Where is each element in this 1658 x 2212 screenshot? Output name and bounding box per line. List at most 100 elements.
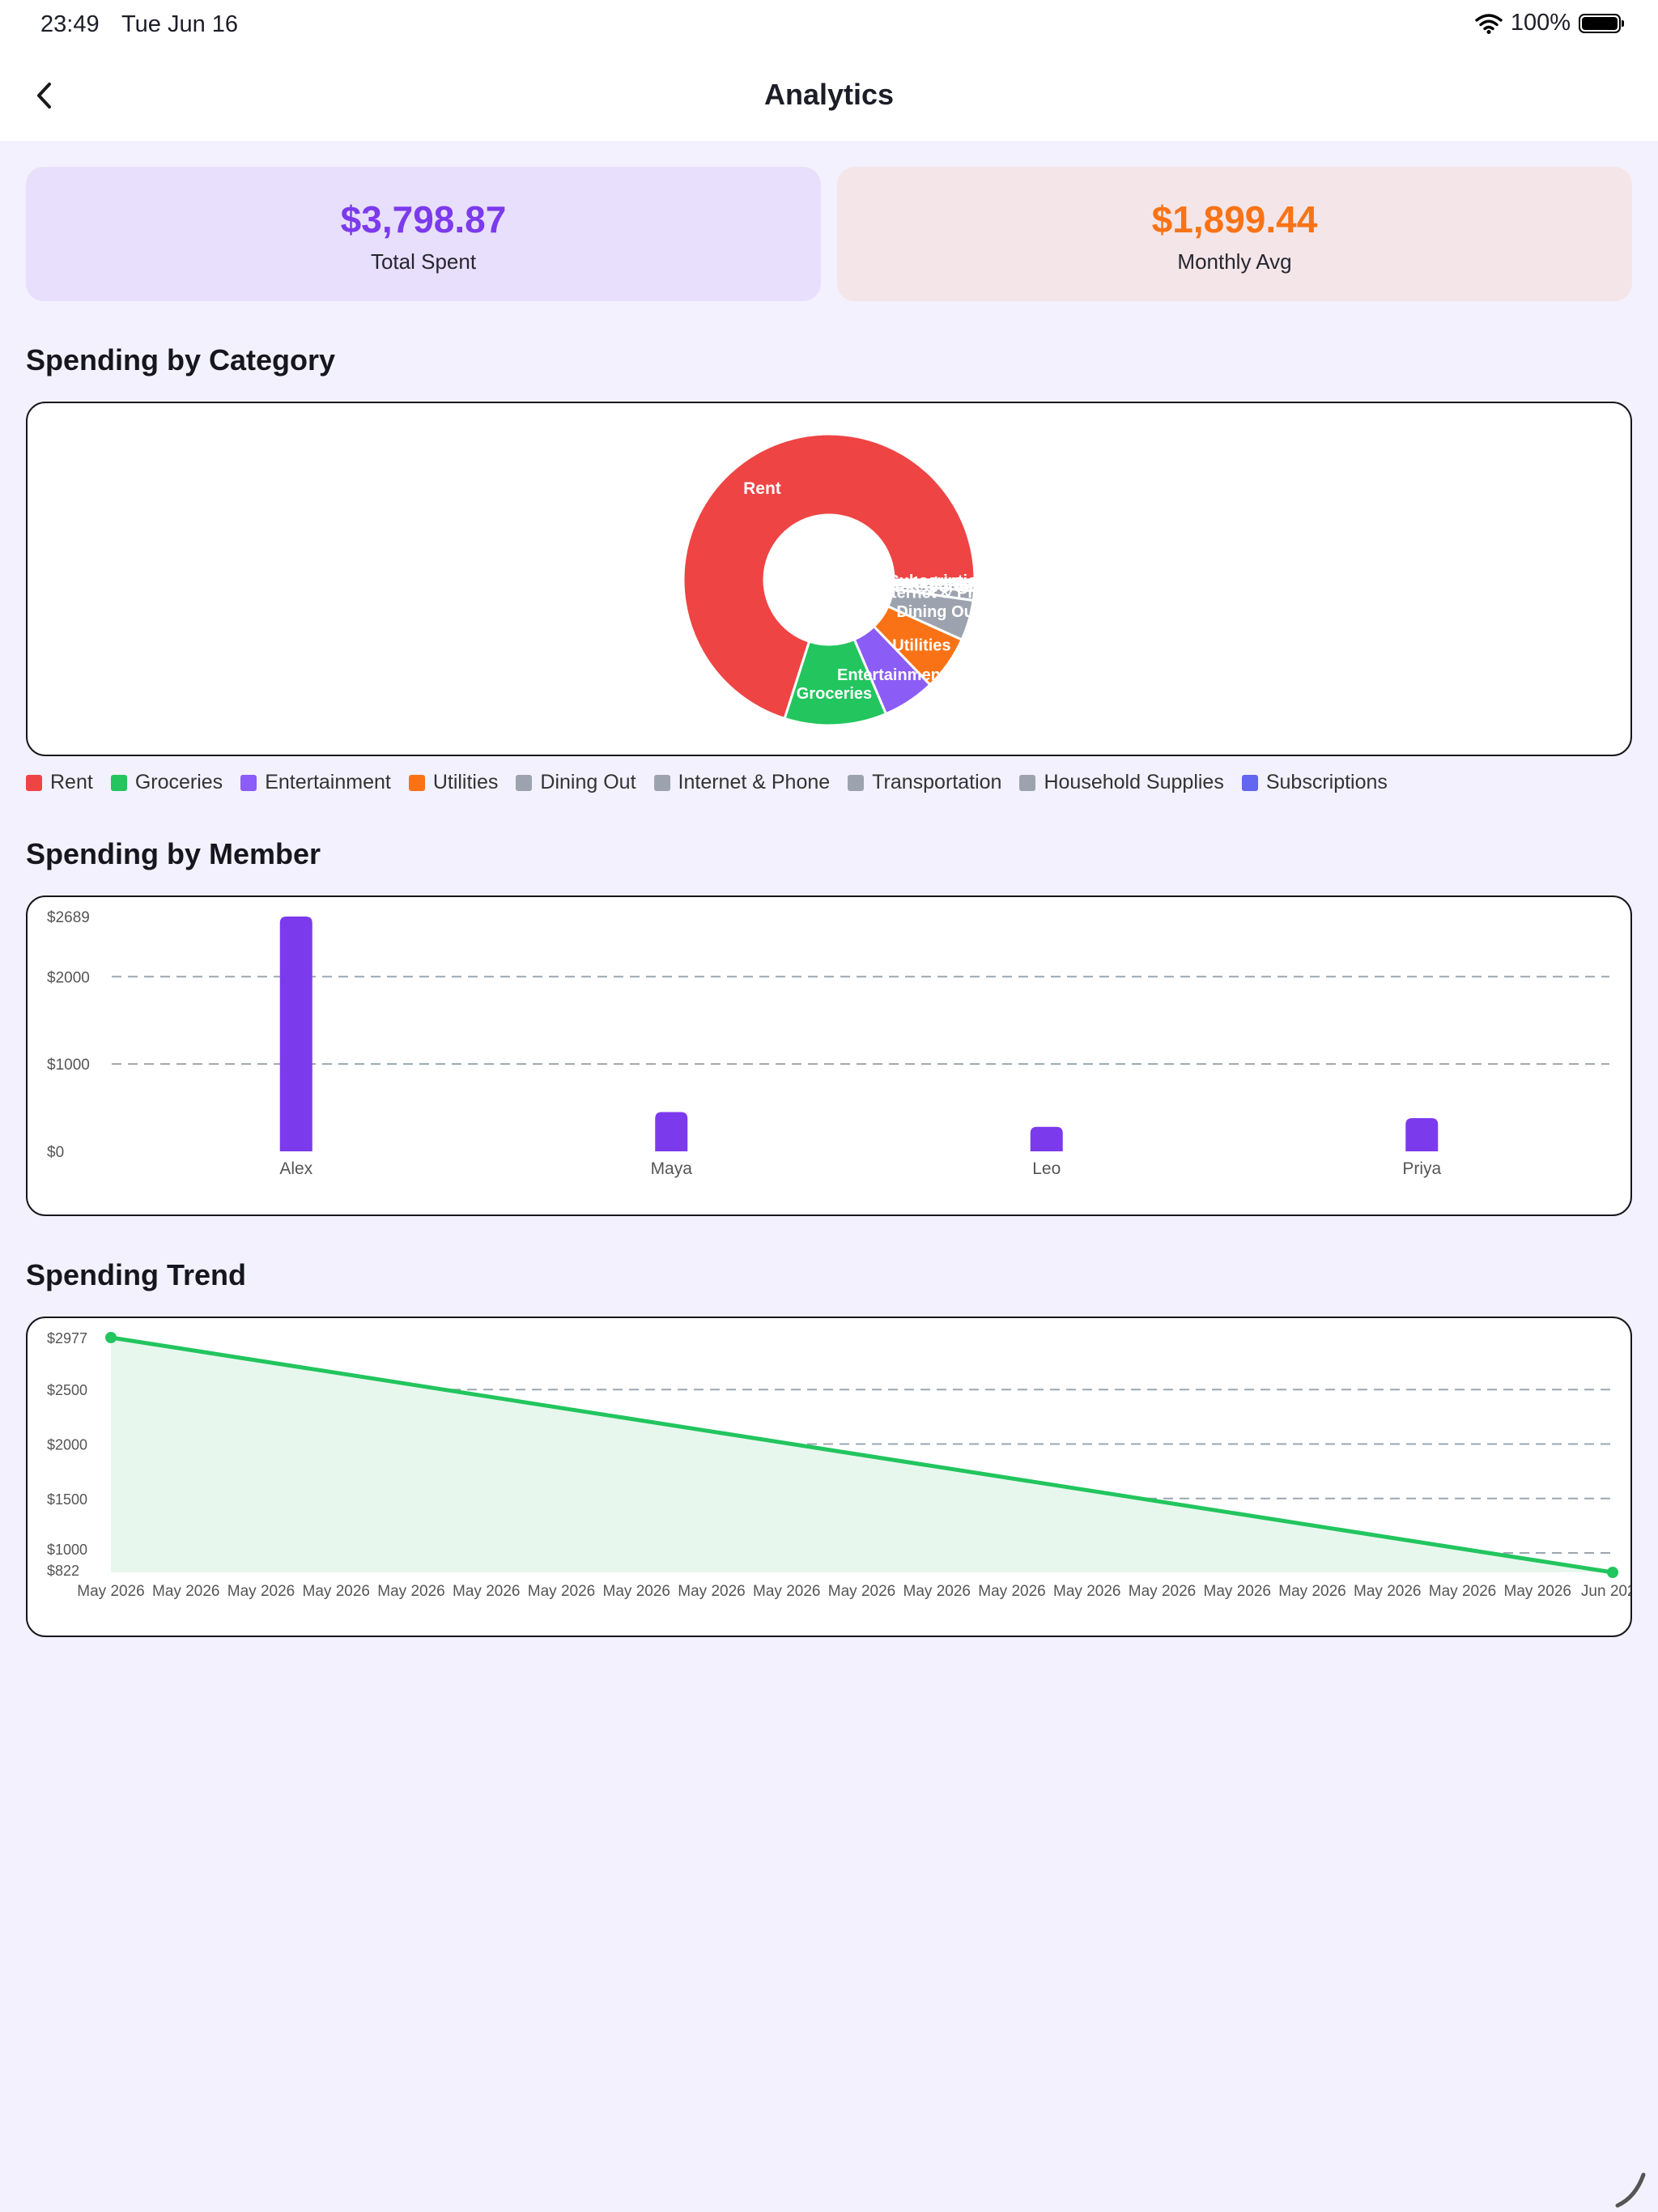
status-indicators: 100%: [1475, 10, 1624, 36]
member-bar-chart: $0 $1000 $2000 $2689 Alex Maya Leo Priya: [47, 909, 1609, 1178]
legend-label: Utilities: [432, 771, 499, 793]
monthly-avg-value: $1,899.44: [1151, 198, 1318, 240]
x-tick-label: May 2026: [753, 1583, 820, 1600]
slice-label-subscriptions: Subscriptions: [888, 572, 996, 590]
trend-chart-panel: $822 $1000 $1500 $2000 $2500 $2977 May 2026 May…: [26, 1317, 1632, 1637]
legend-swatch: [848, 774, 865, 791]
legend-item-groceries: Groceries: [110, 771, 223, 794]
trend-area-chart: $822 $1000 $1500 $2000 $2500 $2977 May 2026 May…: [47, 1330, 1630, 1600]
legend-label: Internet & Phone: [678, 771, 831, 793]
scroll-indicator: [1615, 2172, 1646, 2208]
y-tick-label: $2500: [47, 1382, 87, 1398]
monthly-avg-label: Monthly Avg: [1177, 249, 1292, 274]
category-section-title: Spending by Category: [26, 343, 336, 376]
legend-swatch: [1019, 774, 1036, 791]
bar-leo: [1030, 1126, 1063, 1151]
x-tick-label: May 2026: [1204, 1583, 1271, 1600]
page-title: Analytics: [763, 78, 895, 111]
bar-priya: [1405, 1118, 1439, 1151]
legend-item-transportation: Transportation: [848, 771, 1001, 794]
legend-item-rent: Rent: [26, 771, 93, 794]
slice-label-transportation: Transportation: [886, 578, 999, 596]
y-tick-label: $2000: [47, 969, 90, 986]
legend-swatch: [1241, 774, 1258, 791]
y-tick-label: $1000: [47, 1057, 90, 1074]
x-tick-label: May 2026: [377, 1583, 444, 1600]
x-tick-label: May 2026: [152, 1583, 219, 1600]
legend-swatch: [408, 774, 425, 791]
legend-item-dining-out: Dining Out: [516, 771, 636, 794]
legend-label: Household Supplies: [1044, 771, 1224, 793]
category-chart-panel: Rent Groceries Entertainment Utilities Dinin…: [26, 402, 1632, 756]
legend-item-household-supplies: Household Supplies: [1019, 771, 1224, 794]
total-spent-label: Total Spent: [370, 249, 477, 274]
x-tick-label: May 2026: [453, 1583, 520, 1600]
wifi-icon: [1475, 13, 1503, 34]
y-tick-label: $2689: [47, 909, 90, 926]
legend-label: Transportation: [872, 771, 1002, 793]
x-tick-label: Maya: [651, 1159, 693, 1178]
trend-point: [105, 1332, 117, 1343]
x-tick-label: May 2026: [1129, 1583, 1196, 1600]
trend-point: [1607, 1567, 1618, 1578]
trend-line: [110, 1335, 1613, 1575]
status-date: Tue Jun 16: [121, 11, 239, 37]
member-section-title: Spending by Member: [26, 837, 321, 870]
slice-subscriptions: [892, 578, 976, 584]
legend-label: Subscriptions: [1265, 771, 1388, 793]
legend-swatch: [516, 774, 533, 791]
x-tick-label: Priya: [1402, 1159, 1441, 1178]
legend-item-utilities: Utilities: [408, 771, 499, 794]
legend-item-internet-phone: Internet & Phone: [653, 771, 831, 794]
x-tick-label: May 2026: [678, 1583, 745, 1600]
y-tick-label: $2977: [47, 1330, 87, 1346]
x-tick-label: May 2026: [77, 1583, 144, 1600]
slice-rent: [682, 432, 976, 721]
x-tick-label: May 2026: [903, 1583, 971, 1600]
y-tick-label: $1000: [47, 1542, 87, 1558]
total-spent-card: $3,798.87 Total Spent: [26, 167, 821, 301]
monthly-avg-card: $1,899.44 Monthly Avg: [837, 167, 1632, 301]
legend-label: Groceries: [134, 771, 223, 793]
legend-item-entertainment: Entertainment: [240, 771, 391, 794]
top-bar: 23:49 Tue Jun 16 100% Analytics: [0, 0, 1658, 141]
x-tick-label: Leo: [1032, 1159, 1061, 1178]
legend-swatch: [110, 774, 127, 791]
slice-label-dining-out: Dining Out: [896, 603, 980, 621]
x-tick-label: May 2026: [303, 1583, 370, 1600]
x-tick-label: May 2026: [978, 1583, 1045, 1600]
slice-label-entertainment: Entertainment: [837, 666, 946, 684]
x-tick-label: May 2026: [828, 1583, 895, 1600]
x-tick-label: May 2026: [1504, 1583, 1571, 1600]
total-spent-value: $3,798.87: [340, 198, 507, 240]
bar-maya: [655, 1112, 688, 1151]
battery-percent: 100%: [1510, 10, 1571, 36]
slice-label-internet-phone: Internet & Phone: [877, 584, 1006, 602]
legend-swatch: [653, 774, 670, 791]
x-tick-label: Jun 2026: [1581, 1583, 1630, 1600]
category-legend: Rent Groceries Entertainment Utilities Dinin…: [26, 771, 1388, 794]
legend-swatch: [26, 774, 42, 791]
x-tick-label: May 2026: [1429, 1583, 1496, 1600]
x-tick-label: May 2026: [227, 1583, 295, 1600]
y-tick-label: $2000: [47, 1436, 87, 1453]
x-tick-label: May 2026: [1278, 1583, 1346, 1600]
legend-swatch: [240, 774, 257, 791]
legend-label: Entertainment: [265, 771, 391, 793]
battery-icon: [1579, 13, 1624, 33]
x-tick-label: May 2026: [603, 1583, 670, 1600]
slice-label-household-supplies: Household Supplies: [865, 575, 1020, 593]
x-tick-label: Alex: [279, 1159, 312, 1178]
status-time: 23:49: [40, 11, 100, 37]
y-tick-label: $1500: [47, 1491, 87, 1508]
slice-label-utilities: Utilities: [892, 637, 950, 655]
chevron-left-icon: [37, 83, 51, 108]
x-tick-label: May 2026: [1354, 1583, 1421, 1600]
member-chart-panel: $0 $1000 $2000 $2689 Alex Maya Leo Priya: [26, 895, 1632, 1216]
x-tick-label: May 2026: [528, 1583, 595, 1600]
y-tick-label: $0: [47, 1144, 64, 1161]
legend-label: Dining Out: [540, 771, 636, 793]
back-button[interactable]: [29, 74, 62, 118]
slice-label-rent: Rent: [743, 479, 781, 498]
